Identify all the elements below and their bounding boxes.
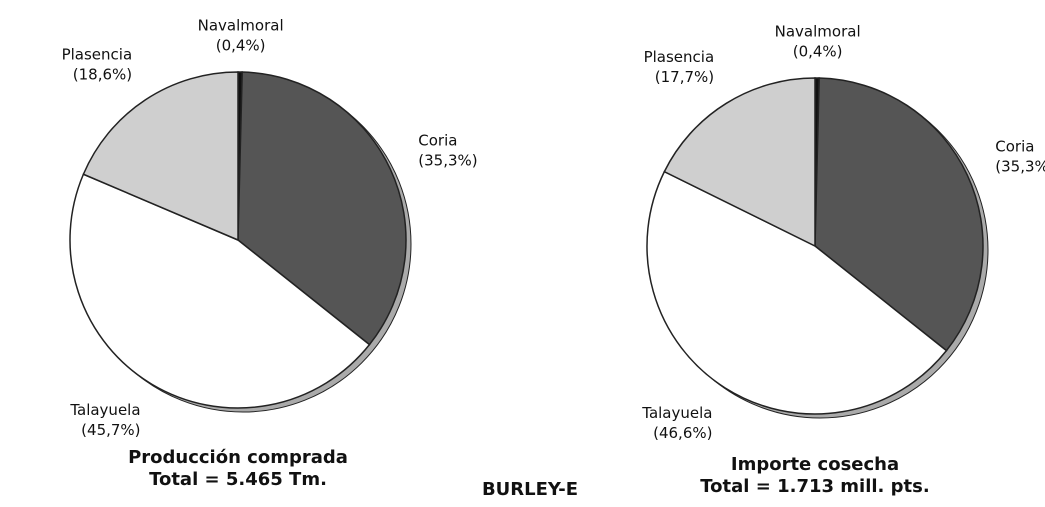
pie-slice <box>82 71 239 242</box>
footer: BURLEY-E <box>482 479 578 500</box>
slice-label: Plasencia <box>62 45 133 63</box>
pie-slice <box>237 71 407 346</box>
pie-slice <box>663 77 816 248</box>
slice-value-label: (35,3%) <box>995 158 1045 176</box>
pie-slice <box>69 173 371 409</box>
chart-title: Producción comprada <box>128 447 348 468</box>
slice-label: Navalmoral <box>198 17 284 35</box>
slice-value-label: (17,7%) <box>655 68 714 86</box>
slice-label: Talayuela <box>69 401 140 419</box>
chart-title: Importe cosecha <box>731 454 899 475</box>
pie-slice <box>814 77 984 352</box>
slice-value-label: (0,4%) <box>793 43 843 61</box>
slice-label: Navalmoral <box>775 23 861 41</box>
slice-value-label: (45,7%) <box>81 421 140 439</box>
slice-value-label: (18,6%) <box>73 65 132 83</box>
slice-value-label: (46,6%) <box>653 424 712 442</box>
slice-label: Coria <box>995 138 1034 156</box>
chart-subtitle: Total = 5.465 Tm. <box>149 469 327 490</box>
chart-subtitle: Total = 1.713 mill. pts. <box>700 476 929 497</box>
slice-label: Coria <box>418 132 457 150</box>
pie-slice <box>646 170 948 415</box>
slice-label: Plasencia <box>644 48 715 66</box>
slice-value-label: (35,3%) <box>418 152 477 170</box>
slice-value-label: (0,4%) <box>216 37 266 55</box>
slice-label: Talayuela <box>641 404 712 422</box>
